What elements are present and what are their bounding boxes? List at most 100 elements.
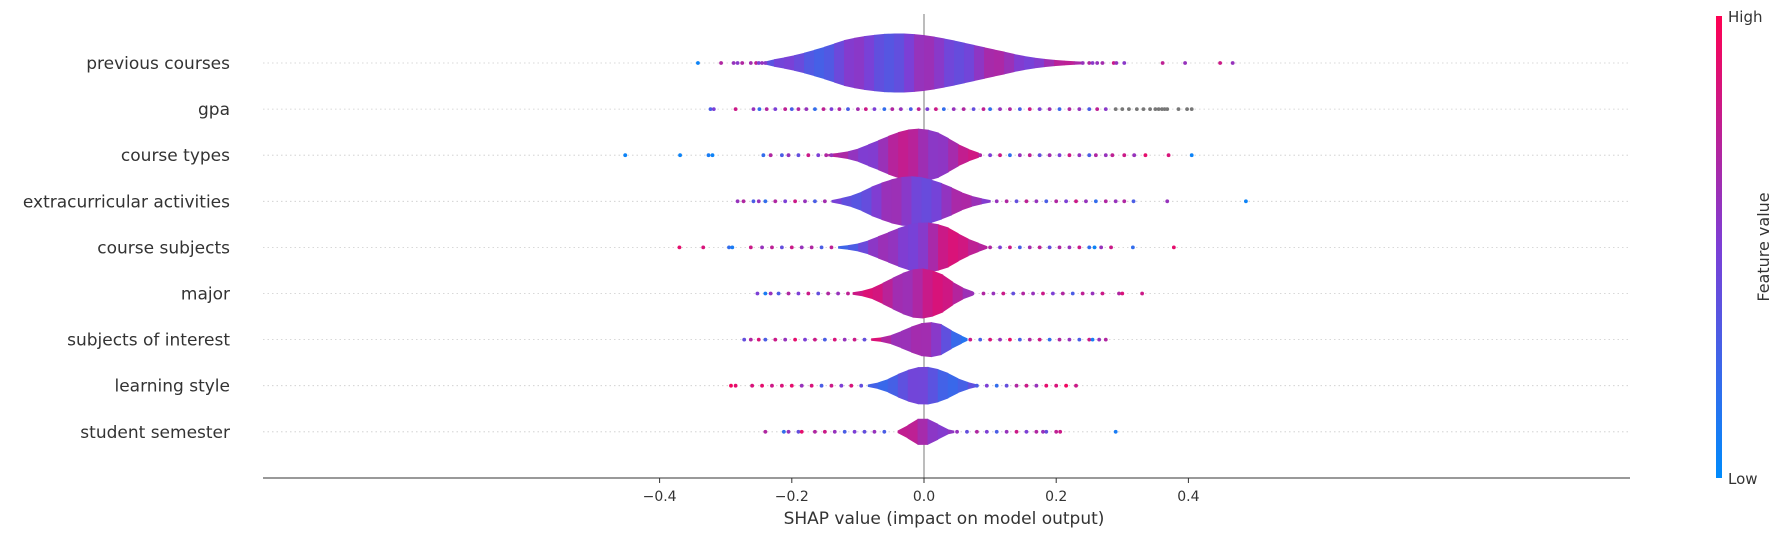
violin-segment xyxy=(881,334,892,345)
data-point xyxy=(1074,383,1078,388)
violin-segment xyxy=(894,33,905,93)
violin-segment xyxy=(888,228,899,267)
violin-segment xyxy=(814,46,825,80)
data-point xyxy=(756,199,761,204)
data-point xyxy=(1087,107,1092,111)
data-point xyxy=(748,61,753,65)
data-point xyxy=(819,383,824,388)
data-point xyxy=(1120,107,1125,111)
data-point xyxy=(1067,107,1072,111)
colorbar: High Low Feature value xyxy=(1716,8,1773,488)
violin-segment xyxy=(887,373,899,398)
violin-segment xyxy=(904,33,915,93)
data-point xyxy=(789,245,794,250)
data-point xyxy=(730,245,735,250)
data-point xyxy=(863,107,868,111)
violin-segment xyxy=(944,38,955,88)
data-point xyxy=(677,245,682,250)
data-point xyxy=(1084,199,1088,204)
data-point xyxy=(862,337,867,342)
violin-segment xyxy=(928,129,939,181)
violin-segment xyxy=(898,224,909,271)
colorbar-low-label: Low xyxy=(1728,470,1758,488)
violin-segment xyxy=(938,132,949,178)
data-point xyxy=(1109,245,1113,250)
violin-segment xyxy=(858,240,869,255)
violin-segment xyxy=(784,55,795,71)
data-point xyxy=(984,383,989,388)
violin-segment xyxy=(858,144,869,167)
feature-label: student semester xyxy=(80,423,230,443)
data-point xyxy=(786,291,791,296)
x-tick-label: 0.2 xyxy=(1045,489,1067,505)
data-point xyxy=(978,153,983,158)
data-point xyxy=(1004,429,1009,434)
data-point xyxy=(763,199,768,204)
data-point xyxy=(813,199,817,204)
violin-segment xyxy=(908,222,919,273)
data-point xyxy=(846,107,850,111)
data-point xyxy=(1087,245,1092,250)
data-point xyxy=(1113,199,1118,204)
points xyxy=(623,61,1248,434)
data-point xyxy=(1120,291,1125,296)
data-point xyxy=(763,61,768,65)
colorbar-gradient xyxy=(1716,16,1722,478)
violin-segment xyxy=(851,191,863,211)
data-point xyxy=(842,337,847,342)
violin-segment xyxy=(964,42,975,84)
data-point xyxy=(836,291,840,296)
data-point xyxy=(742,337,747,342)
violin-segment xyxy=(834,40,845,86)
data-point xyxy=(1165,199,1170,204)
violin-segment xyxy=(1034,57,1045,69)
data-point xyxy=(1092,245,1097,250)
data-point xyxy=(1113,429,1118,434)
violin-segment xyxy=(864,34,875,92)
data-point xyxy=(1162,107,1167,111)
data-point xyxy=(1067,245,1072,250)
data-point xyxy=(796,291,801,296)
data-point xyxy=(1014,199,1019,204)
violin-segment xyxy=(891,176,903,226)
data-point xyxy=(729,383,733,388)
data-point xyxy=(1113,107,1118,111)
data-point xyxy=(933,107,938,111)
violin-segment xyxy=(912,268,924,319)
data-point xyxy=(760,61,764,65)
data-point xyxy=(837,107,842,111)
violin-segment xyxy=(838,151,849,160)
data-point xyxy=(955,429,959,434)
data-point xyxy=(1017,245,1022,250)
data-point xyxy=(773,337,778,342)
data-point xyxy=(988,245,992,250)
feature-label: previous courses xyxy=(86,54,230,74)
data-point xyxy=(826,291,831,296)
violin-segment xyxy=(957,378,969,394)
violin-segment xyxy=(971,195,983,207)
data-point xyxy=(1027,245,1032,250)
data-point xyxy=(1130,245,1135,250)
data-point xyxy=(1037,337,1042,342)
data-point xyxy=(1067,337,1072,342)
data-point xyxy=(832,429,837,434)
data-point xyxy=(916,107,921,111)
data-point xyxy=(1140,291,1145,296)
data-point xyxy=(1004,199,1009,204)
data-point xyxy=(981,291,986,296)
data-point xyxy=(1008,107,1012,111)
data-point xyxy=(852,337,857,342)
data-point xyxy=(756,61,761,65)
data-point xyxy=(1077,337,1082,342)
data-point xyxy=(727,245,731,250)
data-point xyxy=(623,153,628,158)
data-point xyxy=(763,429,768,434)
data-point xyxy=(754,61,759,65)
data-point xyxy=(696,61,700,65)
data-point xyxy=(1054,383,1059,388)
violin-segment xyxy=(942,274,954,313)
data-point xyxy=(799,245,804,250)
data-point xyxy=(761,153,766,158)
data-point xyxy=(890,107,895,111)
violin-segment xyxy=(794,52,805,74)
